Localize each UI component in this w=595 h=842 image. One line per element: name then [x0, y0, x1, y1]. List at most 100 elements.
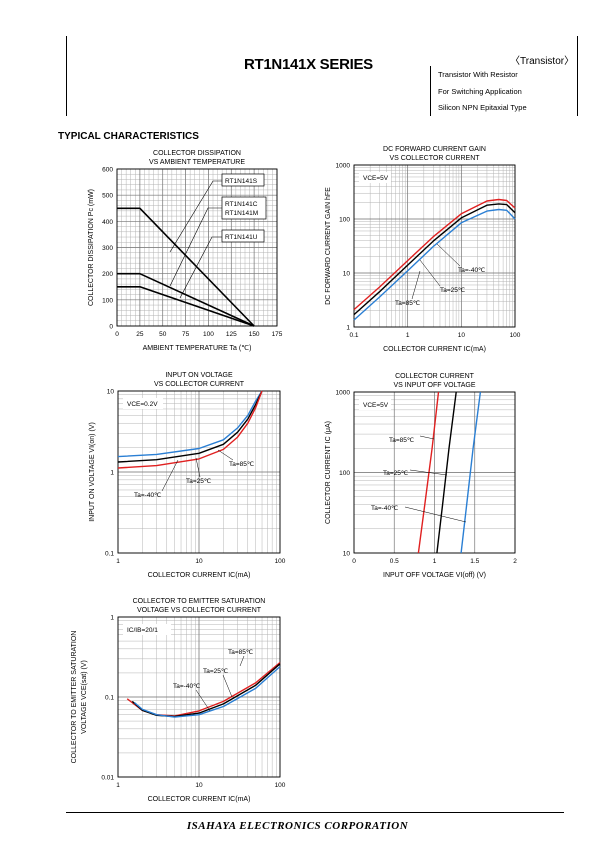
chart1-x-tick-label: 150 — [249, 331, 260, 338]
chart1-label-box-s — [221, 173, 265, 187]
chart5-series-label: Ta=85℃ — [228, 649, 254, 656]
chart1-y-tick-label: 200 — [102, 271, 113, 278]
chart5-x-axis-label: COLLECTOR CURRENT IC(mA) — [148, 796, 251, 803]
chart4-x-axis-label: INPUT OFF VOLTAGE VI(off) (V) — [383, 572, 486, 579]
chart4-y-axis-label: COLLECTOR CURRENT IC (μA) — [325, 421, 332, 524]
chart1-x-tick-label: 25 — [136, 331, 144, 338]
chart5-title: COLLECTOR TO EMITTER SATURATION — [133, 598, 266, 605]
chart2-title: DC FORWARD CURRENT GAIN — [383, 146, 486, 153]
chart2-x-tick-label: 10 — [458, 332, 466, 339]
chart3-x-tick-label: 10 — [195, 558, 203, 565]
chart4-condition-bg — [359, 399, 391, 410]
chart5-condition-bg — [123, 624, 171, 635]
chart3-x-axis-label: COLLECTOR CURRENT IC(mA) — [148, 572, 251, 579]
series-title: RT1N141X SERIES — [244, 56, 373, 73]
chart5-leader — [222, 674, 233, 698]
chart1-leader — [179, 236, 222, 299]
chart5-frame — [117, 616, 281, 778]
subtitle-line-2: For Switching Application — [438, 87, 522, 96]
chart1-title: COLLECTOR DISSIPATION — [153, 150, 241, 157]
chart1-series-line-1 — [117, 207, 255, 327]
chart3-y-tick-label: 0.1 — [105, 551, 114, 558]
chart1-y-axis-label: COLLECTOR DISSIPATION Pc (mW) — [88, 189, 95, 306]
chart2-y-tick-label: 1000 — [336, 163, 351, 170]
chart3-leader — [217, 449, 234, 461]
chart2-y-tick-label: 1 — [346, 325, 350, 332]
chart5-series-line-2 — [131, 663, 281, 718]
chart2-series-label: Ta=25℃ — [440, 287, 466, 294]
chart4-x-tick-label: 2 — [513, 558, 517, 565]
chart5-y-axis-label: COLLECTOR TO EMITTER SATURATION — [71, 631, 78, 764]
chart1-y-tick-label: 300 — [102, 245, 113, 252]
chart4-series-label: Ta=-40℃ — [371, 505, 399, 512]
chart2-y-tick-label: 10 — [343, 271, 351, 278]
chart4-frame — [353, 391, 516, 554]
chart5-x-tick-label: 1 — [116, 782, 120, 789]
chart2-leader — [411, 270, 421, 300]
chart2-title: VS COLLECTOR CURRENT — [389, 155, 480, 162]
chart5-y-axis-label: VOLTAGE VCE(sat) (V) — [81, 660, 88, 734]
chart2-x-axis-label: COLLECTOR CURRENT IC(mA) — [383, 346, 486, 353]
chart3-title: INPUT ON VOLTAGE — [165, 372, 233, 379]
chart4-series-line-1 — [417, 391, 440, 554]
chart3-x-tick-label: 1 — [116, 558, 120, 565]
chart5-y-tick-label: 0.01 — [101, 775, 114, 782]
chart2-series-line-3 — [353, 208, 516, 321]
chart4-y-tick-label: 1000 — [336, 390, 351, 397]
chart1-x-tick-label: 50 — [159, 331, 167, 338]
chart1-label-box-u — [221, 229, 265, 243]
chart2-condition-bg — [359, 172, 391, 183]
chart1-x-tick-label: 75 — [182, 331, 190, 338]
category-label: 〈Transistor〉 — [510, 56, 575, 67]
chart1-series-label: RT1N141S — [225, 178, 258, 185]
chart1-x-axis-label: AMBIENT TEMPERATURE Ta (℃) — [143, 345, 252, 352]
chart1-x-tick-label: 0 — [115, 331, 119, 338]
chart1-series-line-2 — [117, 272, 255, 327]
subtitle-line-1: Transistor With Resistor — [438, 70, 518, 79]
chart3-frame — [117, 390, 281, 554]
chart3-series-line-3 — [117, 390, 263, 469]
footer-company: ISAHAYA ELECTRONICS CORPORATION — [186, 820, 409, 832]
chart3-y-axis-label: INPUT ON VOLTAGE VI(on) (V) — [89, 422, 96, 522]
chart3-series-label: Ta=-40℃ — [134, 492, 162, 499]
chart3-title: VS COLLECTOR CURRENT — [154, 381, 245, 388]
footer-rule — [66, 812, 564, 813]
chart4-y-tick-label: 100 — [339, 470, 350, 477]
subtitle-line-3: Silicon NPN Epitaxial Type — [438, 103, 527, 112]
chart3-leader — [161, 459, 179, 492]
chart4-y-tick-label: 10 — [343, 551, 351, 558]
chart2-y-tick-label: 100 — [339, 217, 350, 224]
chart5-series-line-3 — [134, 666, 281, 718]
chart1-x-tick-label: 125 — [226, 331, 237, 338]
chart3-series-label: Ta=85℃ — [229, 461, 255, 468]
chart1-leader — [169, 207, 222, 287]
chart1-series-line-3 — [117, 286, 255, 327]
chart4-series-line-2 — [436, 391, 457, 554]
chart5-title: VOLTAGE VS COLLECTOR CURRENT — [137, 607, 262, 614]
chart4-x-tick-label: 0 — [352, 558, 356, 565]
chart3-y-tick-label: 1 — [110, 470, 114, 477]
chart2-x-tick-label: 0.1 — [349, 332, 358, 339]
chart1-y-tick-label: 600 — [102, 167, 113, 174]
chart5-series-label: Ta=25℃ — [203, 668, 229, 675]
chart4-series-line-3 — [460, 391, 482, 554]
chart4-x-tick-label: 1 — [433, 558, 437, 565]
chart5-y-tick-label: 0.1 — [105, 695, 114, 702]
chart4-x-tick-label: 0.5 — [390, 558, 399, 565]
chart3-condition-label: VCE=0.2V — [127, 401, 158, 408]
chart1-y-tick-label: 0 — [109, 324, 113, 331]
chart2-series-line-2 — [353, 203, 516, 316]
chart2-frame — [353, 164, 516, 328]
header-rule-left — [66, 36, 67, 116]
chart3-condition-bg — [123, 398, 163, 409]
chart4-leader — [409, 469, 448, 476]
header-rule-right — [577, 36, 578, 116]
chart1-y-tick-label: 100 — [102, 297, 113, 304]
chart3-y-tick-label: 10 — [107, 389, 115, 396]
chart1-x-tick-label: 100 — [203, 331, 214, 338]
chart1-y-tick-label: 400 — [102, 219, 113, 226]
chart1-series-label: RT1N141U — [225, 234, 258, 241]
chart5-condition-label: IC/IB=20/1 — [127, 627, 158, 634]
chart3-x-tick-label: 100 — [275, 558, 286, 565]
